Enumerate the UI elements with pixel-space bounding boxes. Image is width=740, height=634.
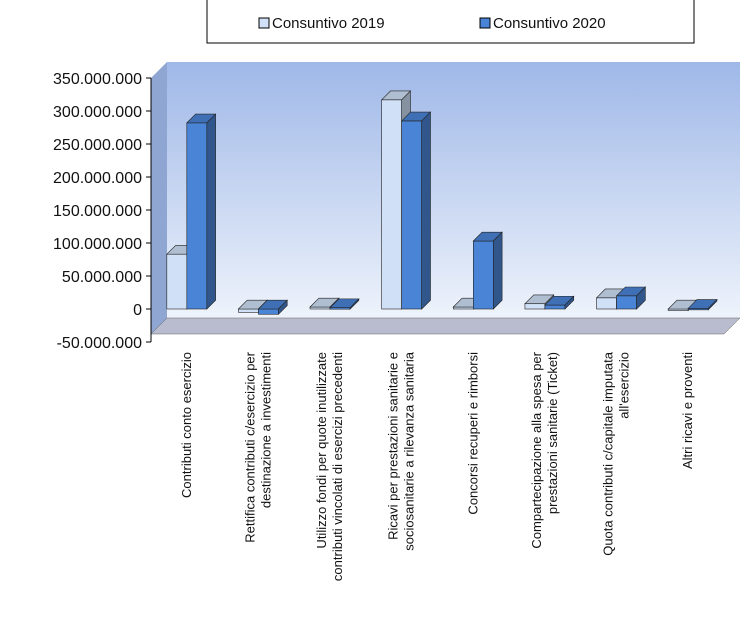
legend-swatch-2020 (479, 17, 491, 29)
bar-side (421, 111, 431, 310)
y-tick-label: 250.000.000 (53, 137, 142, 154)
bar-front (616, 295, 637, 310)
bar-side (278, 299, 288, 316)
bar-2020-3 (329, 298, 360, 310)
y-tick-label: -50.000.000 (57, 335, 143, 352)
y-tick-label: 200.000.000 (53, 170, 142, 187)
bar-2020-6 (544, 295, 575, 310)
bar-side (206, 113, 216, 310)
bar-2020-1 (186, 113, 217, 310)
plot-back-wall (167, 62, 740, 318)
bar-front (258, 308, 279, 315)
legend-swatch-2019 (258, 17, 270, 29)
bar-front (166, 253, 188, 310)
x-category-label: Ricavi per prestazioni sanitarie esocios… (386, 351, 417, 550)
x-category-label: Altri ricavi e proventi (680, 352, 695, 469)
x-category-label: Quota contributi c/capitale imputataall'… (601, 351, 632, 556)
y-tick-label: 50.000.000 (62, 269, 142, 286)
bar-2020-7 (615, 286, 647, 310)
bar-front (186, 122, 208, 310)
bar-2020-4 (400, 111, 432, 310)
y-tick-label: 300.000.000 (53, 104, 142, 121)
x-axis-labels: Contributi conto esercizio Rettifica cont… (179, 351, 695, 581)
y-tick-label: 350.000.000 (53, 71, 142, 88)
x-category-label: Contributi conto esercizio (179, 352, 194, 498)
x-category-label: Rettifica contributi c/esercizio perdest… (242, 351, 273, 542)
y-tick-label: 100.000.000 (53, 236, 142, 253)
bar-front (401, 120, 422, 310)
plot-side-wall (151, 62, 167, 334)
bar-2020-2 (257, 299, 288, 316)
bar-front (381, 99, 402, 310)
bar-side (349, 298, 360, 310)
bar-front (238, 308, 259, 313)
legend-label-2020: Consuntivo 2020 (493, 15, 606, 32)
y-tick-label: 0 (133, 302, 142, 319)
bar-side (707, 298, 718, 311)
x-category-label: Compartecipazione alla spesa perprestazi… (529, 351, 560, 548)
bar-2020-8 (687, 298, 718, 311)
bar-side (493, 231, 503, 310)
bar-front (524, 303, 546, 310)
legend: Consuntivo 2019 Consuntivo 2020 (206, 0, 695, 44)
bar-front (544, 304, 566, 310)
plot-floor (150, 317, 740, 335)
x-category-label: Utilizzo fondi per quote inutilizzatecon… (314, 352, 345, 581)
x-category-label: Concorsi recuperi e rimborsi (465, 352, 480, 515)
y-axis: 350.000.000 300.000.000 250.000.000 200.000… (53, 71, 151, 352)
legend-label-2019: Consuntivo 2019 (272, 15, 385, 32)
bars (166, 90, 718, 316)
legend-box (206, 0, 695, 44)
bar-front (596, 297, 617, 310)
bar-2020-5 (472, 231, 503, 310)
bar-side (564, 295, 575, 310)
bar-front (473, 240, 494, 310)
bar-side (636, 286, 646, 310)
y-tick-label: 150.000.000 (53, 203, 142, 220)
